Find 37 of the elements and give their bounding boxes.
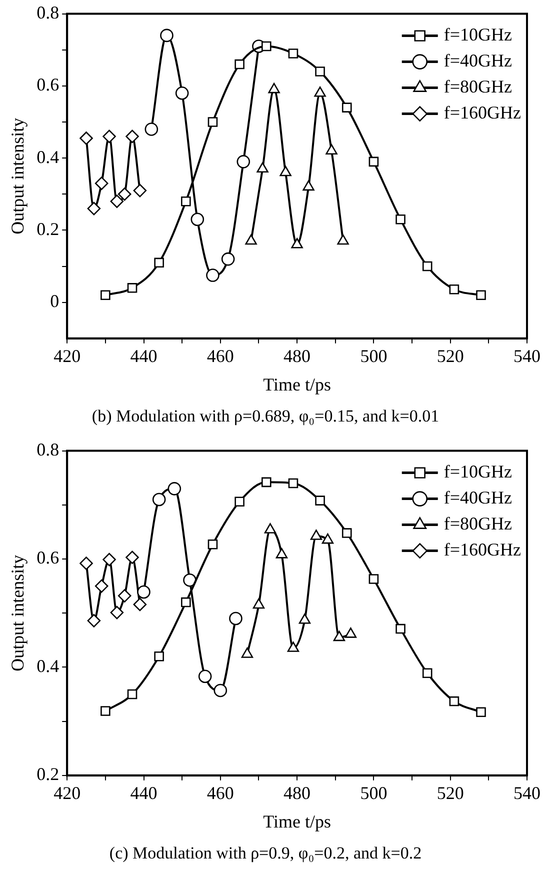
y-axis-title: Output intensity — [8, 554, 28, 672]
x-tick-label: 500 — [360, 346, 388, 366]
y-axis-title: Output intensity — [8, 118, 28, 234]
x-tick-label: 420 — [54, 346, 81, 366]
x-tick-label: 540 — [514, 346, 540, 366]
x-tick-label: 440 — [130, 782, 158, 803]
legend-label: f=80GHz — [444, 514, 512, 534]
x-tick-label: 480 — [284, 782, 311, 803]
x-tick-label: 500 — [360, 782, 388, 803]
legend-label: f=10GHz — [444, 462, 512, 482]
text: (c) Modulation with ρ=0.9, φ₀=0.2, and k=0.2 — [109, 843, 422, 862]
y-tick-label: 0.4 — [36, 656, 60, 676]
text: (b) Modulation with ρ=0.689, φ₀=0.15, and k=0.01 — [92, 406, 440, 426]
y-tick-label: 0 — [50, 291, 60, 312]
x-axis-title: Time t/ps — [263, 374, 331, 395]
x-axis-title: Time t/ps — [263, 812, 331, 832]
x-tick-label: 420 — [54, 782, 81, 803]
y-tick-label: 0.6 — [36, 74, 60, 95]
x-tick-label: 460 — [206, 346, 234, 366]
y-tick-label: 0.4 — [36, 146, 60, 167]
y-tick-label: 0.6 — [36, 548, 60, 568]
x-tick-label: 440 — [130, 346, 158, 366]
x-tick-label: 540 — [514, 782, 540, 803]
x-tick-label: 460 — [206, 782, 234, 803]
legend-label: f=160GHz — [444, 540, 522, 560]
legend-label: f=40GHz — [444, 50, 512, 71]
y-tick-label: 0.8 — [36, 2, 60, 23]
x-tick-label: 520 — [436, 782, 464, 803]
x-tick-label: 480 — [284, 346, 311, 366]
legend-label: f=10GHz — [444, 24, 512, 45]
y-tick-label: 0.2 — [36, 218, 60, 239]
x-tick-label: 520 — [436, 346, 464, 366]
y-tick-label: 0.8 — [36, 440, 60, 460]
legend-label: f=80GHz — [444, 76, 512, 97]
legend-label: f=40GHz — [444, 488, 512, 508]
legend-label: f=160GHz — [444, 102, 522, 123]
y-tick-label: 0.2 — [36, 764, 60, 784]
